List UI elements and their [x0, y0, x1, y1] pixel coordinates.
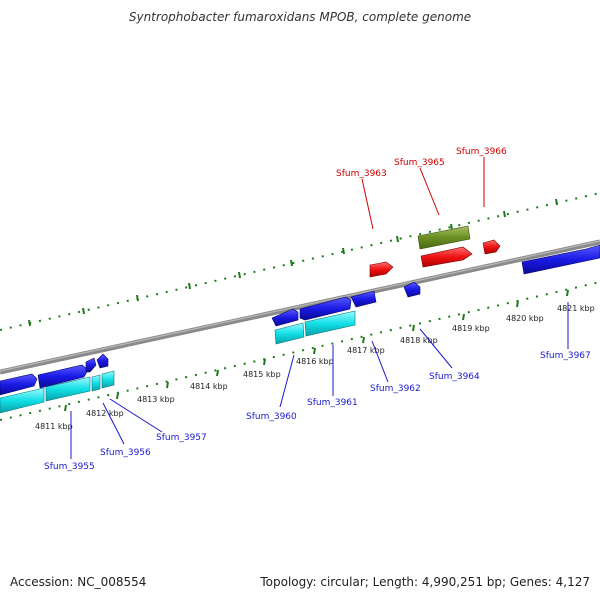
gene-feature-blue[interactable] [299, 296, 352, 321]
kbp-label-4818: 4818 kbp [400, 336, 438, 345]
gene-feature-blue[interactable] [0, 373, 38, 396]
gene-feature-blue[interactable] [96, 353, 109, 369]
kbp-label-4811: 4811 kbp [35, 422, 73, 431]
page-title: Syntrophobacter fumaroxidans MPOB, compl… [128, 10, 472, 24]
gene-label-sfum-3957[interactable]: Sfum_3957 [156, 433, 207, 443]
gene-features [0, 225, 600, 414]
gene-label-sfum-3967[interactable]: Sfum_3967 [540, 351, 591, 361]
gene-feature-blue[interactable] [403, 281, 421, 298]
gene-label-sfum-3961[interactable]: Sfum_3961 [307, 398, 358, 408]
gene-feature-blue[interactable] [85, 357, 97, 373]
gene-label-sfum-3964[interactable]: Sfum_3964 [429, 372, 480, 382]
kbp-label-4820: 4820 kbp [506, 314, 544, 323]
kbp-label-4815: 4815 kbp [243, 370, 281, 379]
gene-labels: Sfum_3955 Sfum_3956 Sfum_3957 Sfum_3960 … [44, 147, 591, 472]
genome-backbone [0, 239, 600, 375]
kbp-label-4813: 4813 kbp [137, 395, 175, 404]
gene-feature-red[interactable] [369, 261, 394, 278]
gene-label-sfum-3960[interactable]: Sfum_3960 [246, 412, 297, 422]
kbp-label-4817: 4817 kbp [347, 346, 385, 355]
topology-text: Topology: circular; Length: 4,990,251 bp… [260, 575, 590, 589]
gene-label-sfum-3956[interactable]: Sfum_3956 [100, 448, 151, 458]
gene-label-sfum-3955[interactable]: Sfum_3955 [44, 462, 95, 472]
gene-feature-blue[interactable] [521, 244, 600, 275]
gene-feature-cyan[interactable] [91, 374, 101, 392]
gene-feature-cyan[interactable] [0, 387, 45, 414]
gene-feature-blue[interactable] [37, 364, 89, 389]
gene-label-sfum-3962[interactable]: Sfum_3962 [370, 384, 421, 394]
gene-feature-olive[interactable] [417, 225, 471, 250]
lower-ruler-major-ticks [64, 289, 569, 412]
gene-feature-blue[interactable] [350, 290, 377, 308]
gene-label-sfum-3963[interactable]: Sfum_3963 [336, 169, 387, 179]
kbp-label-4812: 4812 kbp [86, 409, 124, 418]
kbp-labels: 4811 kbp 4812 kbp 4813 kbp 4814 kbp 4815… [35, 304, 595, 431]
gene-feature-cyan[interactable] [45, 376, 91, 402]
gene-label-sfum-3966[interactable]: Sfum_3966 [456, 147, 507, 157]
kbp-label-4816: 4816 kbp [296, 357, 334, 366]
gene-label-sfum-3965[interactable]: Sfum_3965 [394, 158, 445, 168]
gene-feature-blue[interactable] [271, 308, 299, 327]
gene-feature-cyan[interactable] [101, 370, 115, 389]
accession-text: Accession: NC_008554 [10, 575, 147, 589]
gene-feature-cyan[interactable] [274, 322, 305, 345]
kbp-label-4819: 4819 kbp [452, 324, 490, 333]
gene-feature-cyan[interactable] [304, 310, 356, 337]
gene-feature-red[interactable] [420, 246, 473, 268]
kbp-label-4814: 4814 kbp [190, 382, 228, 391]
gene-feature-red[interactable] [482, 239, 501, 255]
label-leader-lines [70, 157, 569, 459]
kbp-label-4821: 4821 kbp [557, 304, 595, 313]
